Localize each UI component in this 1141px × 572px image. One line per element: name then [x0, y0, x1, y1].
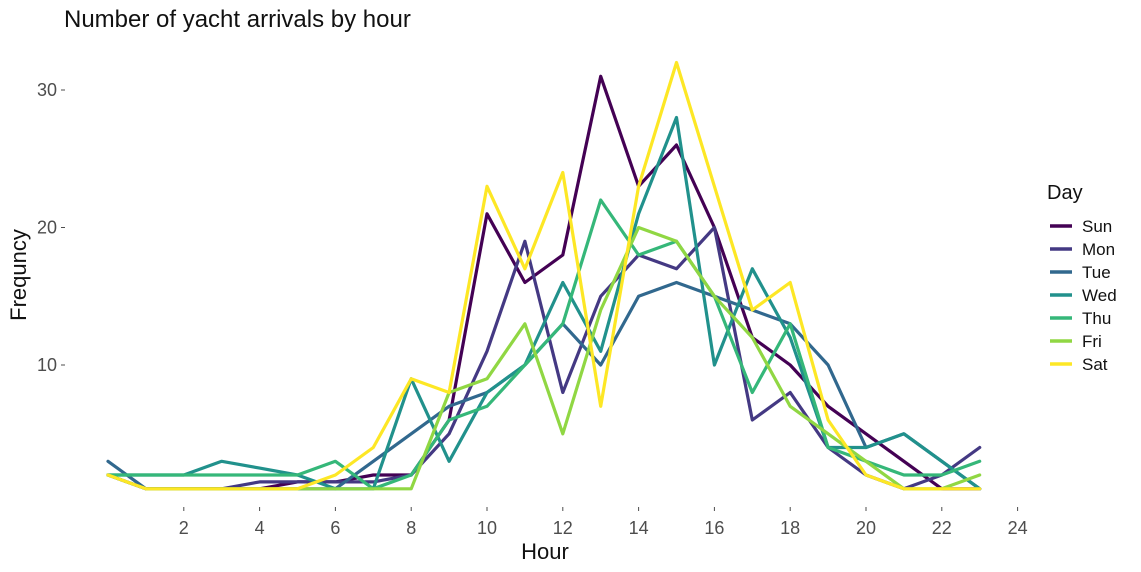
y-axis-title: Frequncy	[6, 229, 31, 321]
legend-title: Day	[1047, 182, 1083, 204]
chart-title: Number of yacht arrivals by hour	[64, 6, 411, 33]
series-line-mon	[106, 225, 982, 491]
legend-label-fri: Fri	[1082, 332, 1102, 351]
legend-label-sat: Sat	[1082, 355, 1108, 374]
legend-label-thu: Thu	[1082, 309, 1111, 328]
plot-area	[106, 60, 982, 491]
x-tick-label: 22	[932, 518, 952, 538]
y-axis: 10 20 30	[37, 80, 65, 375]
x-tick-label: 12	[553, 518, 573, 538]
x-tick-label: 6	[330, 518, 340, 538]
x-tick-label: 8	[406, 518, 416, 538]
x-tick-label: 14	[629, 518, 649, 538]
y-tick-label: 10	[37, 355, 57, 375]
x-tick-label: 18	[780, 518, 800, 538]
x-axis: 2 4 6 8 10 12 14 16 18 20 22 24	[179, 507, 1028, 538]
x-tick-label: 24	[1008, 518, 1028, 538]
legend-label-tue: Tue	[1082, 263, 1111, 282]
legend-label-mon: Mon	[1082, 240, 1115, 259]
x-axis-title: Hour	[521, 539, 569, 564]
series-line-sun	[106, 74, 982, 491]
series-line-wed	[106, 115, 982, 491]
x-tick-label: 4	[255, 518, 265, 538]
x-tick-label: 16	[704, 518, 724, 538]
series-line-sat	[106, 60, 982, 491]
x-tick-label: 20	[856, 518, 876, 538]
series-line-thu	[106, 198, 982, 491]
x-tick-label: 10	[477, 518, 497, 538]
y-tick-label: 20	[37, 218, 57, 238]
legend-label-sun: Sun	[1082, 217, 1112, 236]
legend-label-wed: Wed	[1082, 286, 1117, 305]
y-tick-label: 30	[37, 80, 57, 100]
x-tick-label: 2	[179, 518, 189, 538]
legend: Day Sun Mon Tue Wed Thu Fri Sat	[1047, 182, 1117, 374]
